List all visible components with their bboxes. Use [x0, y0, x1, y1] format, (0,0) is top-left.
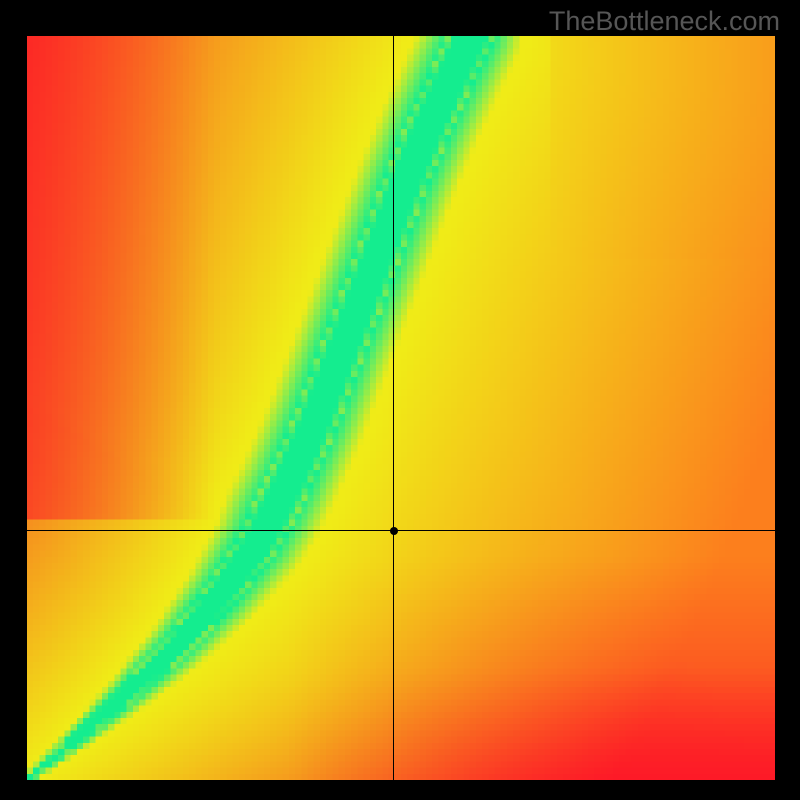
watermark-text: TheBottleneck.com — [549, 6, 780, 37]
crosshair-horizontal — [27, 530, 775, 531]
crosshair-vertical — [393, 36, 394, 780]
selection-marker — [390, 527, 398, 535]
bottleneck-heatmap — [27, 36, 775, 780]
